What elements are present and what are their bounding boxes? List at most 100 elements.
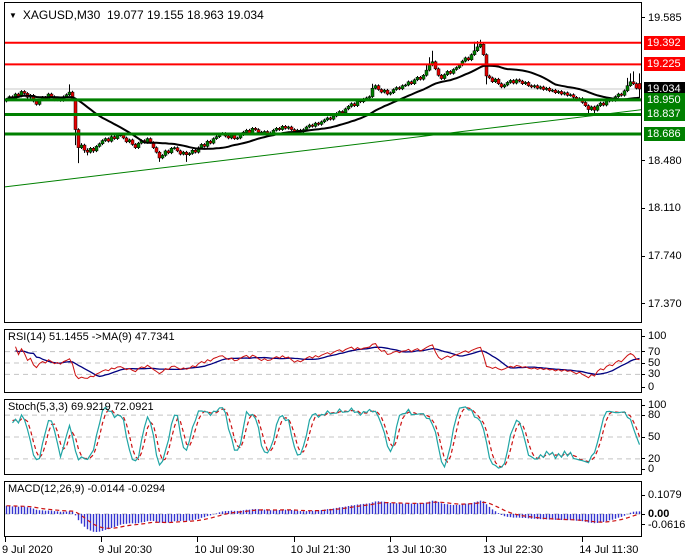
rsi-ma-line bbox=[15, 346, 640, 378]
candle-body bbox=[340, 111, 345, 114]
candle-body bbox=[442, 74, 447, 79]
candle-body bbox=[103, 138, 108, 141]
price-label: 17.740 bbox=[648, 250, 682, 263]
time-label: 10 Jul 09:30 bbox=[194, 544, 255, 556]
candle-body bbox=[406, 81, 411, 86]
candle-body bbox=[88, 148, 93, 153]
candle-body bbox=[508, 80, 513, 83]
stoch-scale-label: 80 bbox=[648, 409, 661, 422]
candle-body bbox=[247, 129, 252, 134]
candle-body bbox=[589, 106, 594, 110]
candle-body bbox=[391, 89, 396, 93]
candle-body bbox=[205, 140, 210, 147]
candle-body bbox=[310, 124, 315, 127]
stoch-scale-tick bbox=[641, 468, 645, 470]
candle-body bbox=[622, 90, 627, 96]
rsi-scale-tick bbox=[641, 335, 645, 337]
candle-body bbox=[448, 71, 453, 74]
rsi-scale-tick bbox=[641, 373, 645, 375]
candle-body bbox=[415, 76, 420, 81]
candle-body bbox=[427, 64, 432, 71]
candle-body bbox=[349, 103, 354, 107]
candle-body bbox=[100, 140, 105, 145]
stochastic-pane[interactable]: Stoch(5,3,3) 69.9219 72.0921 bbox=[4, 399, 642, 475]
candle-body bbox=[490, 77, 495, 83]
candle-body bbox=[637, 83, 641, 90]
candle-body bbox=[616, 93, 621, 97]
candle-body bbox=[367, 96, 372, 99]
ascending-trendline[interactable] bbox=[5, 109, 641, 188]
price-level-box: 19.225 bbox=[644, 57, 685, 72]
candle-body bbox=[76, 129, 81, 148]
time-label: 14 Jul 11:30 bbox=[579, 544, 639, 556]
rsi-pane[interactable]: RSI(14) 51.1455 ->MA(9) 47.7341 bbox=[4, 329, 642, 393]
candle-body bbox=[472, 50, 477, 55]
stoch-scale-tick bbox=[641, 436, 645, 438]
time-tick bbox=[486, 537, 487, 542]
candle-body bbox=[409, 81, 414, 84]
candle-body bbox=[79, 144, 84, 148]
candle-body bbox=[541, 86, 546, 90]
candle-body bbox=[598, 102, 603, 106]
candle-body bbox=[619, 93, 624, 96]
candle-body bbox=[283, 126, 288, 129]
rsi-scale-tick bbox=[641, 362, 645, 364]
candle-body bbox=[373, 85, 378, 89]
candle-body bbox=[181, 151, 186, 155]
candle-body bbox=[445, 71, 450, 75]
candle-body bbox=[505, 82, 510, 86]
candle-body bbox=[532, 85, 537, 88]
candle-body bbox=[454, 67, 459, 70]
candle-body bbox=[280, 126, 285, 130]
candle-body bbox=[493, 78, 498, 83]
candle-body bbox=[256, 129, 261, 133]
candle-body bbox=[400, 85, 405, 90]
candle-body bbox=[184, 151, 189, 156]
candle-body bbox=[463, 57, 468, 62]
rsi-scale-label: 100 bbox=[648, 330, 667, 342]
candle-body bbox=[97, 143, 102, 147]
candle-body bbox=[124, 137, 129, 143]
candle-body bbox=[502, 84, 507, 88]
candle-body bbox=[253, 128, 258, 130]
candle-body bbox=[202, 144, 207, 147]
symbol-dropdown-icon[interactable]: ▼ bbox=[9, 11, 17, 20]
price-tick bbox=[641, 17, 645, 19]
candle-body bbox=[397, 87, 402, 90]
candle-body bbox=[379, 89, 384, 93]
main-chart-pane[interactable]: ▼ XAGUSD,M30 19.077 19.155 18.963 19.034 bbox=[4, 2, 642, 323]
candle-body bbox=[436, 68, 441, 76]
price-tick bbox=[641, 207, 645, 209]
candle-body bbox=[157, 151, 162, 159]
time-tick bbox=[197, 537, 199, 542]
candle-body bbox=[271, 129, 276, 134]
candle-body bbox=[535, 85, 540, 89]
candle-body bbox=[166, 150, 171, 154]
candle-body bbox=[163, 150, 168, 156]
candle-body bbox=[538, 86, 543, 89]
candle-body bbox=[469, 54, 474, 61]
candle-body bbox=[370, 87, 375, 97]
candle-body bbox=[376, 85, 381, 90]
candle-body bbox=[559, 91, 564, 95]
candle-body bbox=[352, 103, 357, 106]
candle-body bbox=[136, 142, 141, 148]
symbol-timeframe-label: XAGUSD,M30 bbox=[22, 8, 101, 22]
macd-scale-tick bbox=[641, 524, 645, 526]
candle-body bbox=[466, 57, 471, 61]
rsi-line bbox=[15, 343, 640, 380]
price-label: 18.480 bbox=[648, 154, 682, 167]
rsi-scale-label: 70 bbox=[648, 345, 661, 358]
candle-body bbox=[478, 44, 483, 48]
candle-body bbox=[526, 82, 531, 86]
candle-body bbox=[175, 147, 180, 152]
macd-pane[interactable]: MACD(12,26,9) -0.0144 -0.0294 bbox=[4, 481, 642, 537]
rsi-scale-tick bbox=[641, 386, 645, 388]
candle-body bbox=[514, 79, 519, 84]
stoch-main-line bbox=[12, 406, 641, 469]
ma-line bbox=[6, 64, 640, 150]
candle-body bbox=[229, 135, 234, 139]
candle-body bbox=[634, 83, 639, 89]
time-tick bbox=[582, 537, 584, 542]
stoch-scale-tick bbox=[641, 458, 645, 460]
